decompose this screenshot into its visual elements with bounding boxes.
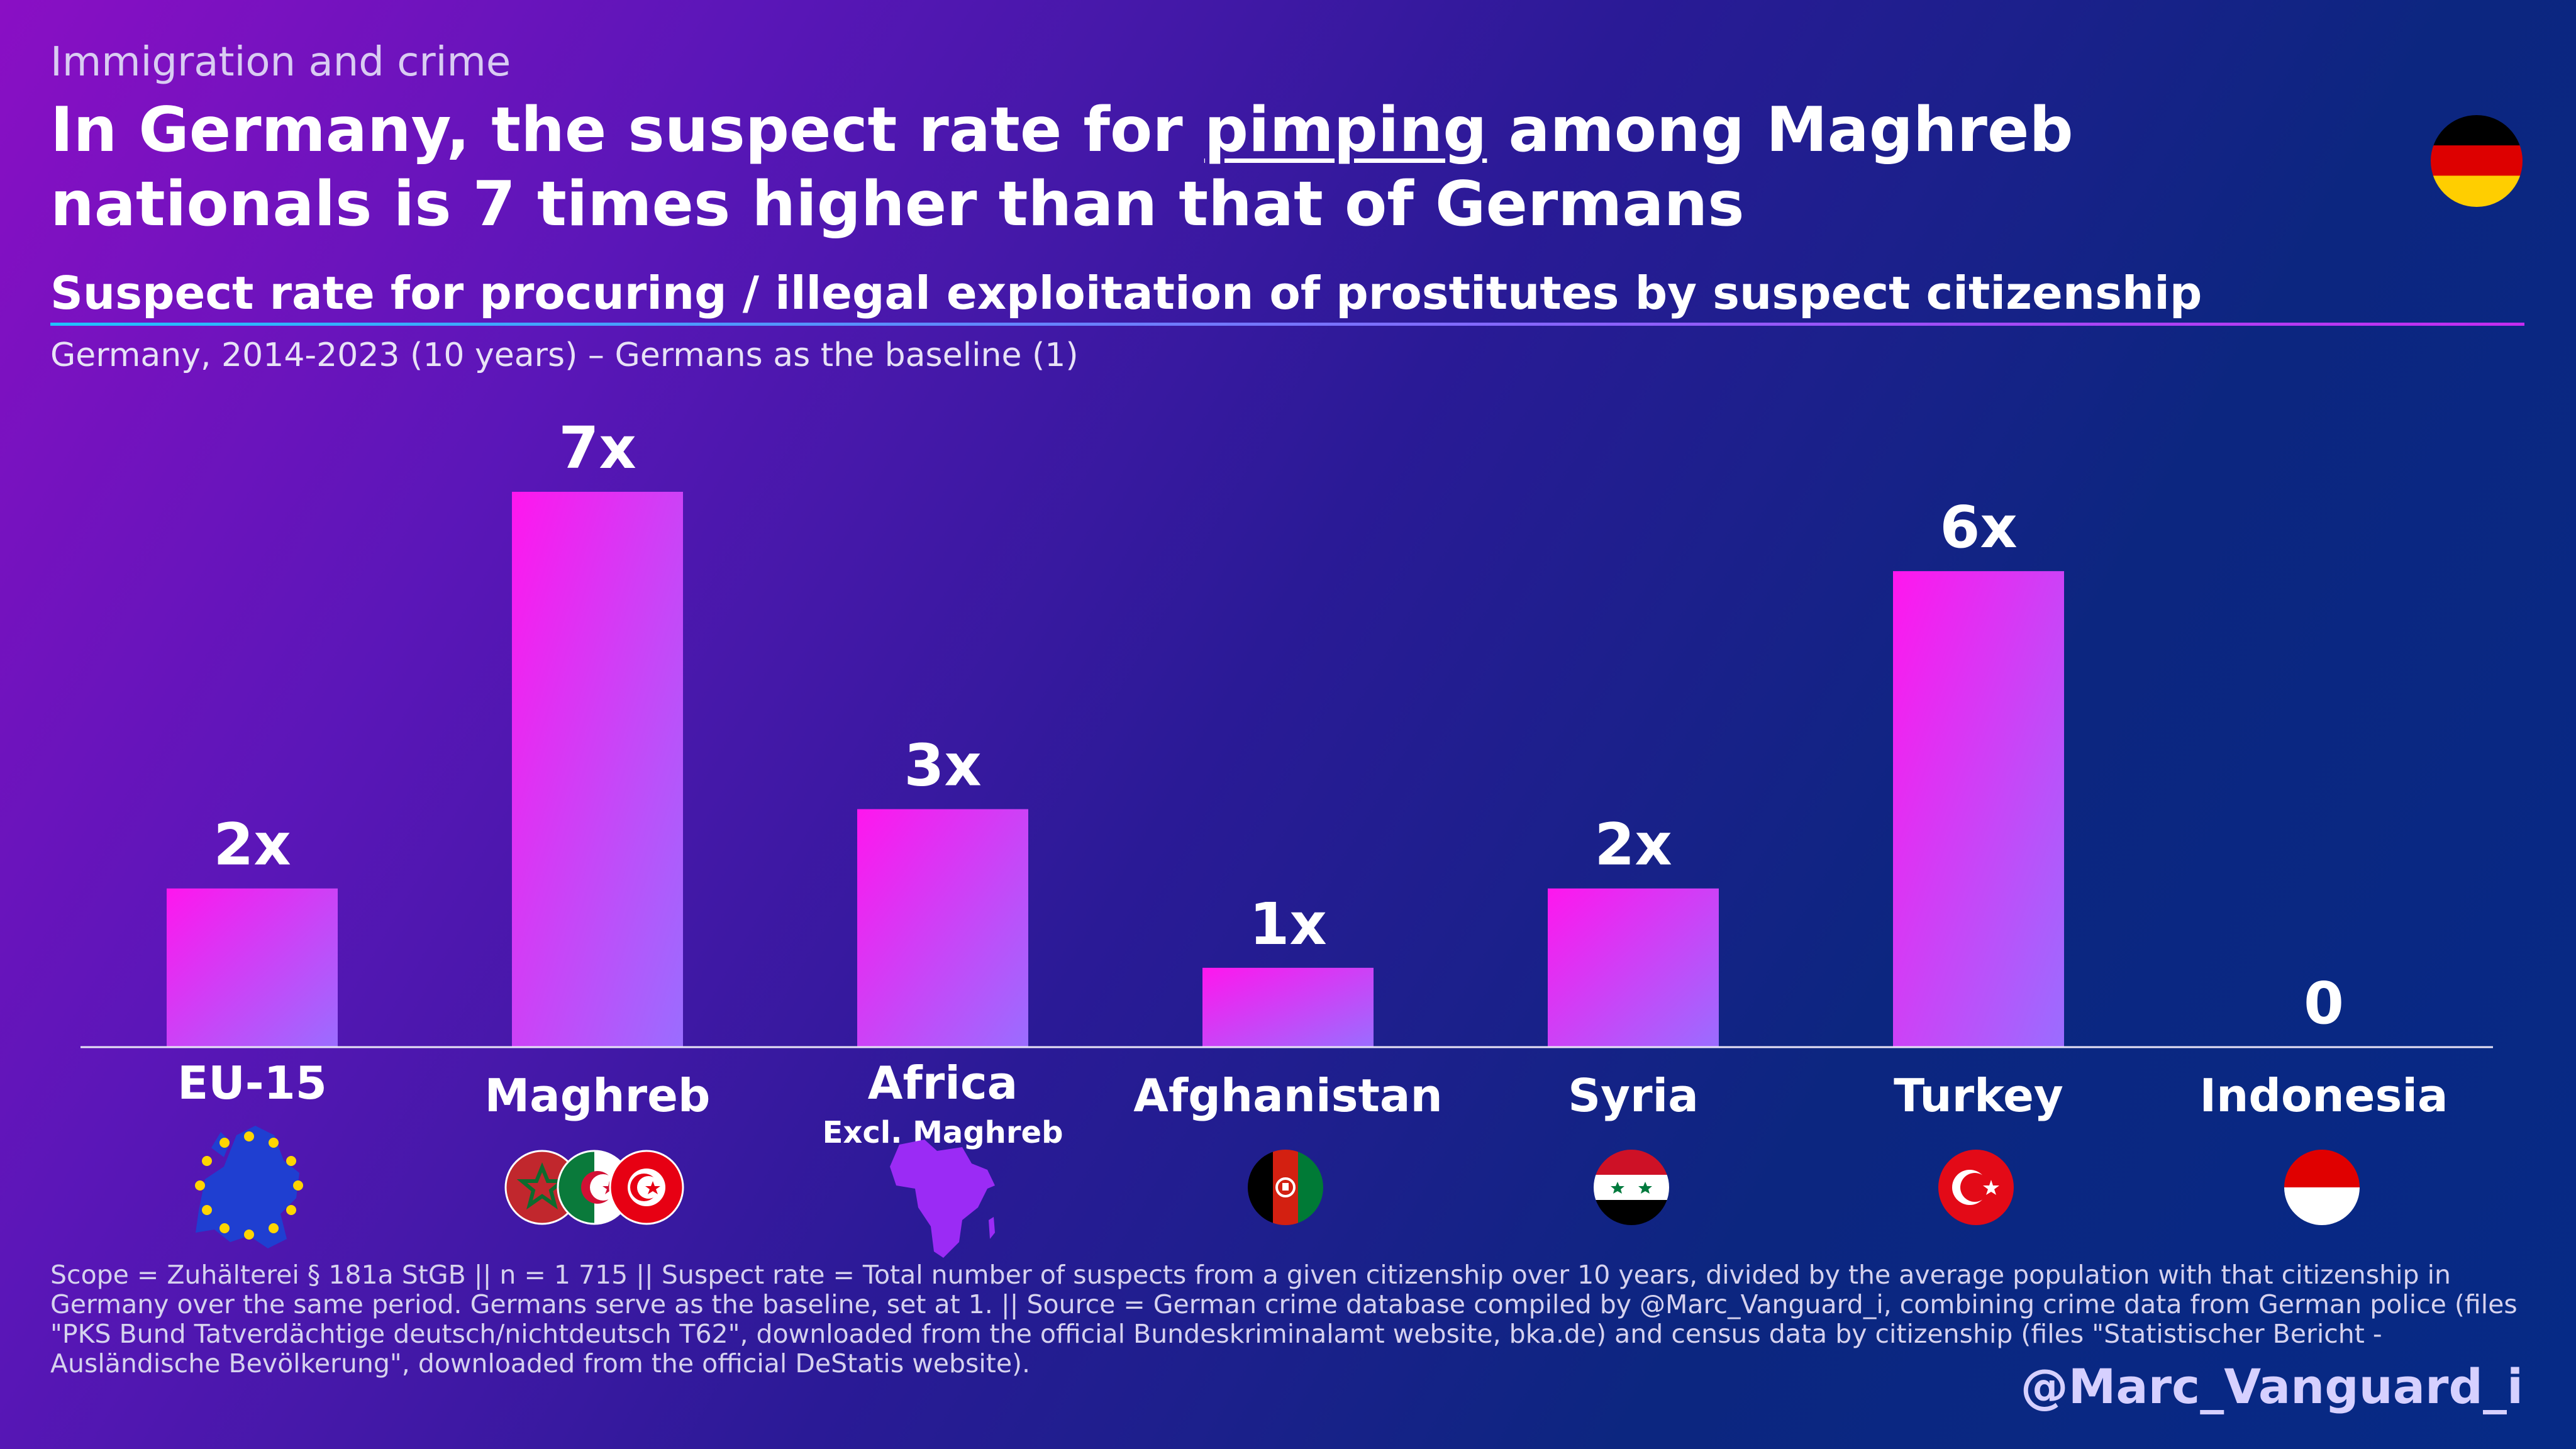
footnote: Scope = Zuhälterei § 181a StGB || n = 1 … xyxy=(50,1260,2518,1379)
category-labels: EU-15 Maghreb Africa Excl. Maghreb Afghanist… xyxy=(177,1057,2448,1150)
bars xyxy=(167,492,2064,1047)
headline-part1: In Germany, the suspect rate for xyxy=(50,94,1204,166)
bar-turkey xyxy=(1893,571,2064,1047)
data-label: 2x xyxy=(213,811,291,879)
chart-subtitle: Suspect rate for procuring / illegal exp… xyxy=(50,267,2202,319)
data-label: 7x xyxy=(558,414,636,482)
kicker-label: Immigration and crime xyxy=(50,39,511,86)
indonesia-flag-icon xyxy=(2284,1150,2360,1225)
chart-description: Germany, 2014-2023 (10 years) – Germans … xyxy=(50,336,1079,374)
headline-emphasis: pimping xyxy=(1204,94,1487,166)
headline-part2: among Maghreb nationals is 7 times highe… xyxy=(50,94,2074,240)
category-label: Africa xyxy=(868,1057,1018,1109)
turkey-flag-icon xyxy=(1938,1150,2014,1225)
data-label: 2x xyxy=(1594,811,1672,879)
bar-africa xyxy=(857,809,1028,1047)
afghanistan-flag-icon xyxy=(1248,1150,1323,1225)
category-sublabel: Excl. Maghreb xyxy=(823,1115,1063,1150)
data-label: 0 xyxy=(2304,970,2344,1037)
category-label: Afghanistan xyxy=(1133,1069,1442,1122)
author-handle[interactable]: @Marc_Vanguard_i xyxy=(2020,1358,2523,1414)
syria-flag-icon xyxy=(1594,1150,1669,1225)
data-label: 6x xyxy=(1940,494,2017,561)
bar-maghreb xyxy=(512,492,683,1047)
eu-map-icon xyxy=(195,1126,303,1248)
category-label: Syria xyxy=(1568,1069,1699,1122)
data-label: 3x xyxy=(904,732,981,799)
subtitle-divider xyxy=(50,323,2524,326)
bar-eu-15 xyxy=(167,888,338,1047)
data-labels: 2x 7x 3x 1x 2x 6x 0 xyxy=(213,414,2344,1037)
category-label: Turkey xyxy=(1894,1069,2063,1122)
data-label: 1x xyxy=(1249,891,1326,958)
category-label: Maghreb xyxy=(485,1069,711,1122)
category-label: Indonesia xyxy=(2199,1069,2448,1122)
bar-syria xyxy=(1548,888,1719,1047)
germany-flag-icon xyxy=(2431,115,2523,207)
category-label: EU-15 xyxy=(177,1057,327,1109)
bar-afghanistan xyxy=(1202,967,1374,1047)
headline: In Germany, the suspect rate for pimping… xyxy=(50,93,2377,242)
maghreb-flags-icon xyxy=(504,1150,684,1225)
africa-map-icon xyxy=(890,1140,995,1258)
